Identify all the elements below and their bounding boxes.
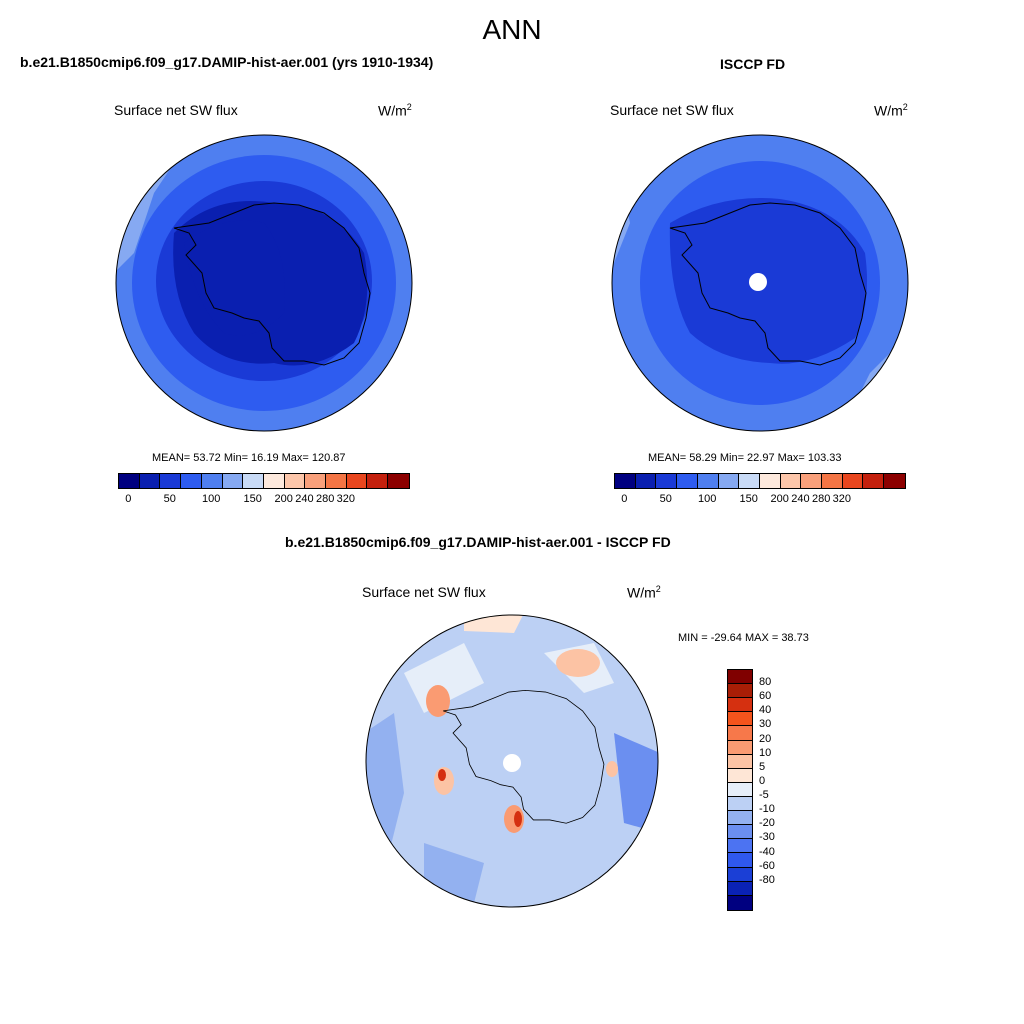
left-polar-map bbox=[115, 134, 413, 432]
colorbar-swatch bbox=[305, 474, 327, 488]
right-panel-heading: ISCCP FD bbox=[720, 56, 786, 72]
colorbar-tick-label: -40 bbox=[759, 845, 775, 858]
colorbar-swatch bbox=[222, 474, 244, 488]
colorbar-swatch bbox=[728, 895, 752, 910]
colorbar-swatch bbox=[728, 740, 752, 755]
colorbar-swatch bbox=[728, 726, 752, 741]
colorbar-swatch bbox=[728, 853, 752, 868]
colorbar-tick-label: 240 bbox=[295, 493, 314, 505]
colorbar-tick-label: 100 bbox=[202, 493, 221, 505]
colorbar-swatch bbox=[739, 474, 760, 488]
colorbar-swatch bbox=[728, 881, 752, 896]
colorbar-tick-label: 100 bbox=[698, 493, 717, 505]
colorbar-swatch bbox=[635, 474, 657, 488]
colorbar-tick-label: 10 bbox=[759, 746, 772, 759]
colorbar-swatch bbox=[119, 474, 140, 488]
colorbar-tick-label: 50 bbox=[163, 493, 176, 505]
colorbar-tick-label: -30 bbox=[759, 831, 775, 844]
colorbar-swatch bbox=[728, 670, 752, 685]
colorbar-tick-label: 200 bbox=[770, 493, 789, 505]
colorbar-tick-label: -20 bbox=[759, 817, 775, 830]
colorbar-swatch bbox=[181, 474, 202, 488]
colorbar-tick-label: 80 bbox=[759, 676, 772, 689]
colorbar-swatch bbox=[728, 712, 752, 727]
right-units-label: W/m2 bbox=[874, 102, 908, 119]
colorbar-tick-label: 30 bbox=[759, 718, 772, 731]
colorbar-swatch bbox=[801, 474, 823, 488]
right-stats: MEAN= 58.29 Min= 22.97 Max= 103.33 bbox=[648, 452, 842, 464]
colorbar-swatch bbox=[367, 474, 389, 488]
left-variable-label: Surface net SW flux bbox=[114, 102, 238, 118]
colorbar-tick-label: -5 bbox=[759, 789, 769, 802]
right-variable-label: Surface net SW flux bbox=[610, 102, 734, 118]
colorbar-tick-label: 20 bbox=[759, 732, 772, 745]
colorbar-tick-label: 0 bbox=[759, 774, 766, 787]
colorbar-swatch bbox=[728, 782, 752, 797]
diff-colorbar bbox=[727, 669, 753, 911]
right-colorbar bbox=[614, 473, 906, 489]
colorbar-swatch bbox=[201, 474, 223, 488]
colorbar-swatch bbox=[822, 474, 843, 488]
colorbar-swatch bbox=[728, 754, 752, 769]
colorbar-swatch bbox=[842, 474, 864, 488]
colorbar-swatch bbox=[780, 474, 802, 488]
left-panel-heading: b.e21.B1850cmip6.f09_g17.DAMIP-hist-aer.… bbox=[20, 54, 434, 70]
colorbar-tick-label: 320 bbox=[832, 493, 852, 505]
colorbar-swatch bbox=[677, 474, 698, 488]
colorbar-tick-label: -60 bbox=[759, 859, 775, 872]
colorbar-swatch bbox=[243, 474, 264, 488]
colorbar-swatch bbox=[728, 867, 752, 882]
colorbar-tick-label: 150 bbox=[243, 493, 262, 505]
colorbar-tick-label: 60 bbox=[759, 690, 772, 703]
colorbar-tick-label: 320 bbox=[336, 493, 356, 505]
colorbar-swatch bbox=[615, 474, 636, 488]
colorbar-swatch bbox=[884, 474, 905, 488]
left-colorbar bbox=[118, 473, 410, 489]
colorbar-tick-label: -80 bbox=[759, 873, 775, 886]
colorbar-swatch bbox=[759, 474, 781, 488]
colorbar-swatch bbox=[728, 839, 752, 854]
figure-title: ANN bbox=[482, 14, 542, 45]
colorbar-swatch bbox=[728, 684, 752, 699]
colorbar-swatch bbox=[388, 474, 409, 488]
diff-units-label: W/m2 bbox=[627, 584, 661, 601]
colorbar-tick-label: 5 bbox=[759, 760, 766, 773]
colorbar-swatch bbox=[728, 768, 752, 783]
colorbar-tick-label: 40 bbox=[759, 704, 772, 717]
colorbar-swatch bbox=[728, 811, 752, 826]
left-stats: MEAN= 53.72 Min= 16.19 Max= 120.87 bbox=[152, 452, 346, 464]
colorbar-tick-label: 0 bbox=[125, 493, 132, 505]
colorbar-swatch bbox=[284, 474, 306, 488]
colorbar-tick-label: -10 bbox=[759, 803, 775, 816]
colorbar-swatch bbox=[263, 474, 285, 488]
diff-stats: MIN = -29.64 MAX = 38.73 bbox=[678, 632, 809, 644]
colorbar-tick-label: 280 bbox=[315, 493, 335, 505]
colorbar-tick-label: 150 bbox=[739, 493, 758, 505]
diff-variable-label: Surface net SW flux bbox=[362, 584, 486, 600]
colorbar-swatch bbox=[656, 474, 678, 488]
diff-polar-map bbox=[365, 614, 659, 908]
right-polar-map bbox=[611, 134, 909, 432]
colorbar-swatch bbox=[728, 698, 752, 713]
diff-panel-heading: b.e21.B1850cmip6.f09_g17.DAMIP-hist-aer.… bbox=[285, 534, 671, 550]
colorbar-swatch bbox=[697, 474, 719, 488]
colorbar-tick-label: 0 bbox=[621, 493, 628, 505]
colorbar-tick-label: 50 bbox=[659, 493, 672, 505]
colorbar-swatch bbox=[728, 796, 752, 812]
colorbar-swatch bbox=[718, 474, 740, 488]
colorbar-swatch bbox=[346, 474, 368, 488]
left-units-label: W/m2 bbox=[378, 102, 412, 119]
colorbar-tick-label: 240 bbox=[791, 493, 810, 505]
colorbar-tick-label: 280 bbox=[811, 493, 831, 505]
colorbar-swatch bbox=[326, 474, 347, 488]
colorbar-swatch bbox=[160, 474, 182, 488]
colorbar-swatch bbox=[139, 474, 161, 488]
colorbar-tick-label: 200 bbox=[274, 493, 293, 505]
colorbar-swatch bbox=[863, 474, 885, 488]
colorbar-swatch bbox=[728, 825, 752, 840]
